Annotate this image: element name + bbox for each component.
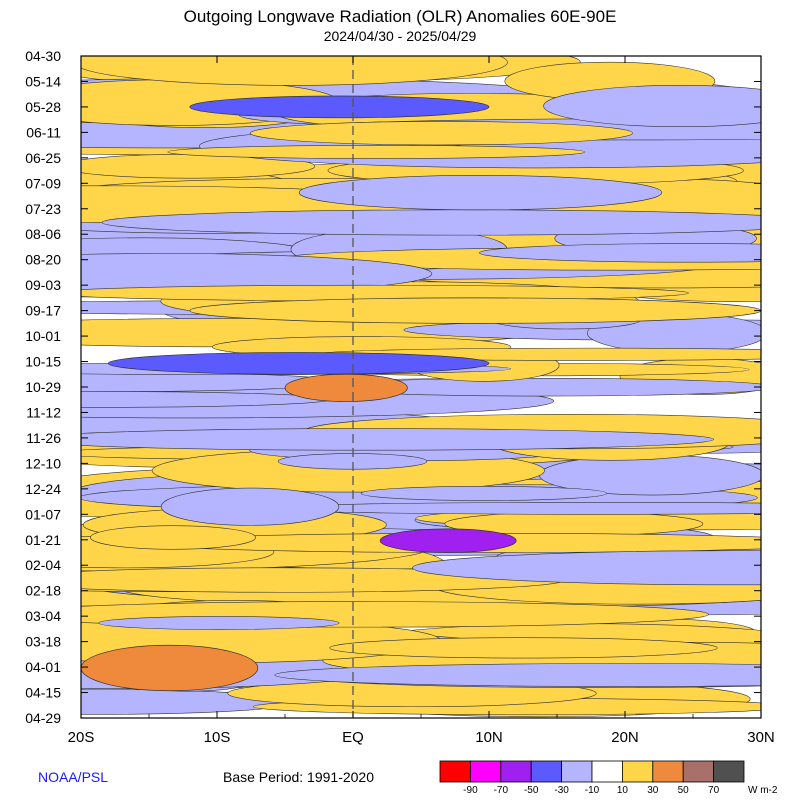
y-tick-label: 09-17	[25, 303, 61, 319]
colorbar-swatch	[682, 760, 715, 783]
anomaly-feature	[189, 297, 761, 324]
y-tick-label: 04-29	[25, 710, 61, 726]
x-tick-label: 10N	[475, 729, 503, 746]
y-tick-label: 06-11	[26, 124, 61, 140]
source-label: NOAA/PSL	[38, 769, 109, 785]
anomaly-band	[81, 428, 714, 451]
colorbar-swatch	[439, 760, 471, 783]
y-tick-label: 05-14	[25, 73, 61, 89]
chart-title: Outgoing Longwave Radiation (OLR) Anomal…	[183, 7, 617, 26]
y-tick-label: 07-23	[25, 201, 61, 217]
y-tick-label: 02-04	[25, 557, 61, 573]
x-tick-label: 10S	[204, 729, 231, 746]
anomaly-feature	[107, 352, 490, 375]
anomaly-band	[479, 243, 761, 263]
colorbar-swatch	[469, 760, 502, 783]
colorbar-swatch	[622, 760, 654, 783]
anomaly-band	[167, 145, 585, 159]
plot-area	[81, 56, 761, 718]
x-tick-label: EQ	[342, 729, 364, 746]
x-tick-label: 20S	[68, 729, 95, 746]
anomaly-feature	[189, 95, 490, 119]
colorbar-tick-label: 10	[617, 785, 629, 796]
anomaly-band	[543, 85, 761, 127]
y-tick-label: 01-21	[25, 532, 61, 548]
y-tick-label: 04-01	[25, 659, 61, 675]
anomaly-band	[329, 637, 718, 659]
y-tick-label: 09-03	[25, 277, 61, 293]
y-tick-label: 03-04	[25, 608, 61, 624]
colorbar-tick-label: -50	[524, 785, 539, 796]
anomaly-band	[412, 550, 761, 586]
chart-subtitle: 2024/04/30 - 2025/04/29	[323, 28, 477, 44]
colorbar-tick-label: -10	[585, 785, 600, 796]
colorbar-tick-label: -90	[463, 785, 478, 796]
y-tick-label: 12-24	[25, 481, 61, 497]
colorbar-swatch	[652, 760, 684, 783]
y-tick-label: 05-28	[25, 99, 61, 115]
colorbar: -90 -70 -50 -30 -10 10 30 50 70 W m-2	[439, 760, 778, 796]
anomaly-band	[101, 209, 761, 236]
anomaly-band	[90, 525, 256, 550]
anomaly-band	[250, 121, 633, 146]
y-tick-label: 04-15	[25, 685, 61, 701]
anomaly-band	[98, 616, 340, 630]
y-tick-label: 04-30	[25, 48, 61, 64]
y-tick-label: 06-25	[25, 150, 61, 166]
anomaly-band	[360, 485, 608, 501]
colorbar-tick-label: 30	[647, 785, 659, 796]
x-tick-label: 20N	[611, 729, 639, 746]
anomaly-feature	[81, 644, 259, 692]
colorbar-swatch	[713, 760, 745, 783]
colorbar-tick-label: 50	[678, 785, 690, 796]
y-tick-label: 10-15	[25, 354, 61, 370]
colorbar-tick-label: 70	[708, 785, 720, 796]
y-tick-label: 02-18	[25, 583, 61, 599]
y-tick-label: 11-26	[26, 430, 61, 446]
x-tick-label: 30N	[747, 729, 775, 746]
colorbar-swatch	[591, 760, 623, 783]
y-tick-label: 08-20	[25, 252, 61, 268]
y-tick-label: 07-09	[25, 175, 61, 191]
y-tick-label: 08-06	[25, 226, 61, 242]
anomaly-feature	[284, 373, 408, 402]
anomaly-band	[81, 56, 508, 86]
y-tick-label: 10-29	[25, 379, 61, 395]
y-tick-label: 10-01	[25, 328, 61, 344]
anomaly-band	[263, 501, 761, 515]
anomaly-band	[274, 663, 761, 687]
colorbar-swatch	[530, 760, 563, 783]
y-tick-label: 12-10	[25, 455, 61, 471]
anomaly-feature	[379, 528, 517, 553]
colorbar-swatch	[561, 760, 593, 783]
axes: 20S 10S EQ 10N 20N 30N 04-30 05-14 05-28 06-11 06-…	[25, 48, 775, 746]
colorbar-tick-label: -70	[494, 785, 509, 796]
anomaly-band	[160, 487, 340, 526]
y-tick-label: 03-18	[25, 634, 61, 650]
base-period-label: Base Period: 1991-2020	[223, 769, 374, 785]
anomaly-band	[298, 175, 663, 211]
y-tick-label: 11-12	[26, 404, 61, 420]
y-tick-label: 01-07	[25, 506, 61, 522]
colorbar-tick-label: -30	[554, 785, 569, 796]
colorbar-swatch	[500, 760, 532, 783]
colorbar-units: W m-2	[748, 785, 778, 796]
